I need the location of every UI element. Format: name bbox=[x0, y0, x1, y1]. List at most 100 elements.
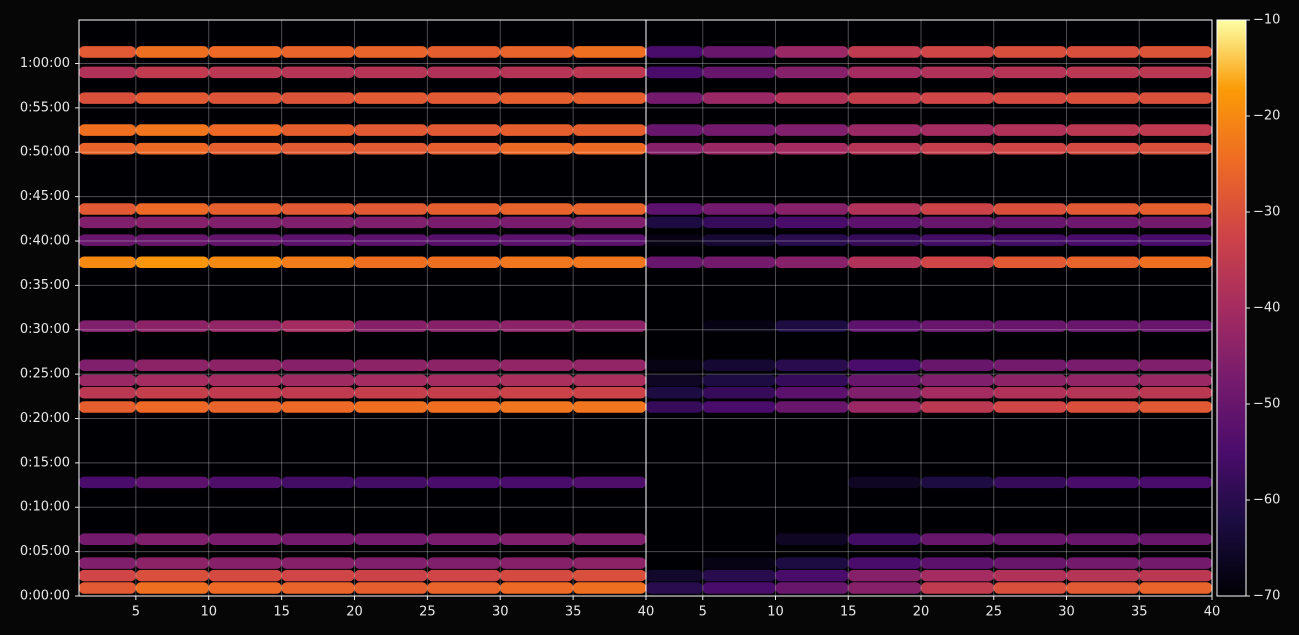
heat-cell bbox=[573, 401, 646, 413]
heat-cell bbox=[79, 533, 136, 545]
heat-cell bbox=[646, 569, 703, 582]
colorbar bbox=[1216, 19, 1247, 597]
heat-cell bbox=[354, 359, 428, 372]
heat-cell bbox=[775, 234, 849, 246]
heat-cell bbox=[775, 569, 849, 582]
heat-cell bbox=[848, 569, 921, 582]
heat-cell bbox=[79, 359, 136, 372]
heat-cell bbox=[208, 386, 282, 399]
heat-cell bbox=[208, 582, 282, 594]
x-tick-label: 40 bbox=[638, 605, 655, 620]
heat-cell bbox=[993, 569, 1067, 582]
heat-cell bbox=[646, 359, 703, 372]
heat-cell bbox=[920, 320, 994, 332]
heat-cell bbox=[135, 374, 209, 387]
heat-cell bbox=[702, 476, 776, 489]
heat-cell bbox=[1066, 46, 1140, 58]
heat-cell bbox=[79, 124, 136, 136]
heat-cell bbox=[702, 216, 776, 229]
heat-cell bbox=[1066, 320, 1140, 332]
heat-cell bbox=[573, 386, 646, 399]
heat-cell bbox=[427, 142, 501, 155]
heat-cell bbox=[1066, 476, 1140, 489]
heat-cell bbox=[79, 476, 136, 489]
heat-cell bbox=[848, 216, 921, 229]
heat-cell bbox=[354, 234, 428, 246]
heat-cell bbox=[208, 374, 282, 387]
heat-cell bbox=[1066, 203, 1140, 215]
heat-cell bbox=[775, 476, 849, 489]
heat-cell bbox=[1066, 557, 1140, 569]
heat-cell bbox=[135, 359, 209, 372]
heat-cell bbox=[1139, 142, 1212, 155]
heat-cell bbox=[79, 256, 136, 269]
heat-cell bbox=[775, 124, 849, 136]
heat-cell bbox=[354, 256, 428, 269]
heat-cell bbox=[702, 359, 776, 372]
x-tick-label: 25 bbox=[419, 605, 436, 620]
heat-cell bbox=[1066, 256, 1140, 269]
heat-cell bbox=[573, 234, 646, 246]
heat-cell bbox=[135, 46, 209, 58]
heat-cell bbox=[1066, 359, 1140, 372]
heat-cell bbox=[702, 66, 776, 79]
heat-cell bbox=[775, 203, 849, 215]
heat-cell bbox=[775, 557, 849, 569]
heat-cell bbox=[500, 203, 574, 215]
colorbar-tick-label: −20 bbox=[1253, 109, 1280, 124]
heat-cell bbox=[79, 386, 136, 399]
heat-cell bbox=[702, 533, 776, 545]
heat-cell bbox=[920, 46, 994, 58]
heat-cell bbox=[281, 92, 355, 104]
heat-cell bbox=[920, 401, 994, 413]
heat-cell bbox=[702, 203, 776, 215]
heat-cell bbox=[354, 569, 428, 582]
heat-cell bbox=[427, 320, 501, 332]
heat-cell bbox=[573, 374, 646, 387]
heat-cell bbox=[281, 142, 355, 155]
colorbar-tick-label: −60 bbox=[1253, 493, 1280, 508]
heat-cell bbox=[993, 401, 1067, 413]
heat-cell bbox=[281, 124, 355, 136]
heat-cell bbox=[135, 320, 209, 332]
heat-cell bbox=[848, 92, 921, 104]
heat-cell bbox=[920, 92, 994, 104]
heat-cell bbox=[135, 92, 209, 104]
heat-cell bbox=[646, 256, 703, 269]
heat-cell bbox=[281, 359, 355, 372]
heat-cell bbox=[920, 142, 994, 155]
heat-cell bbox=[427, 203, 501, 215]
heat-cell bbox=[993, 533, 1067, 545]
heat-cell bbox=[1139, 359, 1212, 372]
y-tick-label: 0:30:00 bbox=[20, 322, 70, 337]
heat-cell bbox=[354, 401, 428, 413]
heat-cell bbox=[281, 234, 355, 246]
heat-cell bbox=[993, 582, 1067, 594]
heat-cell bbox=[208, 203, 282, 215]
heat-cell bbox=[500, 476, 574, 489]
heat-cell bbox=[646, 533, 703, 545]
colorbar-tick-label: −70 bbox=[1253, 589, 1280, 604]
heat-cell bbox=[775, 256, 849, 269]
y-tick-label: 0:40:00 bbox=[20, 233, 70, 248]
heat-cell bbox=[500, 320, 574, 332]
heat-cell bbox=[208, 569, 282, 582]
heat-cell bbox=[573, 476, 646, 489]
heat-cell bbox=[702, 124, 776, 136]
heat-cell bbox=[775, 216, 849, 229]
x-tick-label: 15 bbox=[273, 605, 290, 620]
heat-cell bbox=[208, 401, 282, 413]
heat-cell bbox=[993, 142, 1067, 155]
heat-cell bbox=[354, 533, 428, 545]
heat-cell bbox=[848, 533, 921, 545]
heat-cell bbox=[993, 256, 1067, 269]
heat-cell bbox=[281, 386, 355, 399]
heat-cell bbox=[920, 582, 994, 594]
heat-cell bbox=[500, 582, 574, 594]
heat-cell bbox=[702, 320, 776, 332]
heat-cell bbox=[993, 320, 1067, 332]
heat-cell bbox=[848, 142, 921, 155]
heat-cell bbox=[1066, 66, 1140, 79]
heat-cell bbox=[354, 374, 428, 387]
x-tick-label: 30 bbox=[1058, 605, 1075, 620]
